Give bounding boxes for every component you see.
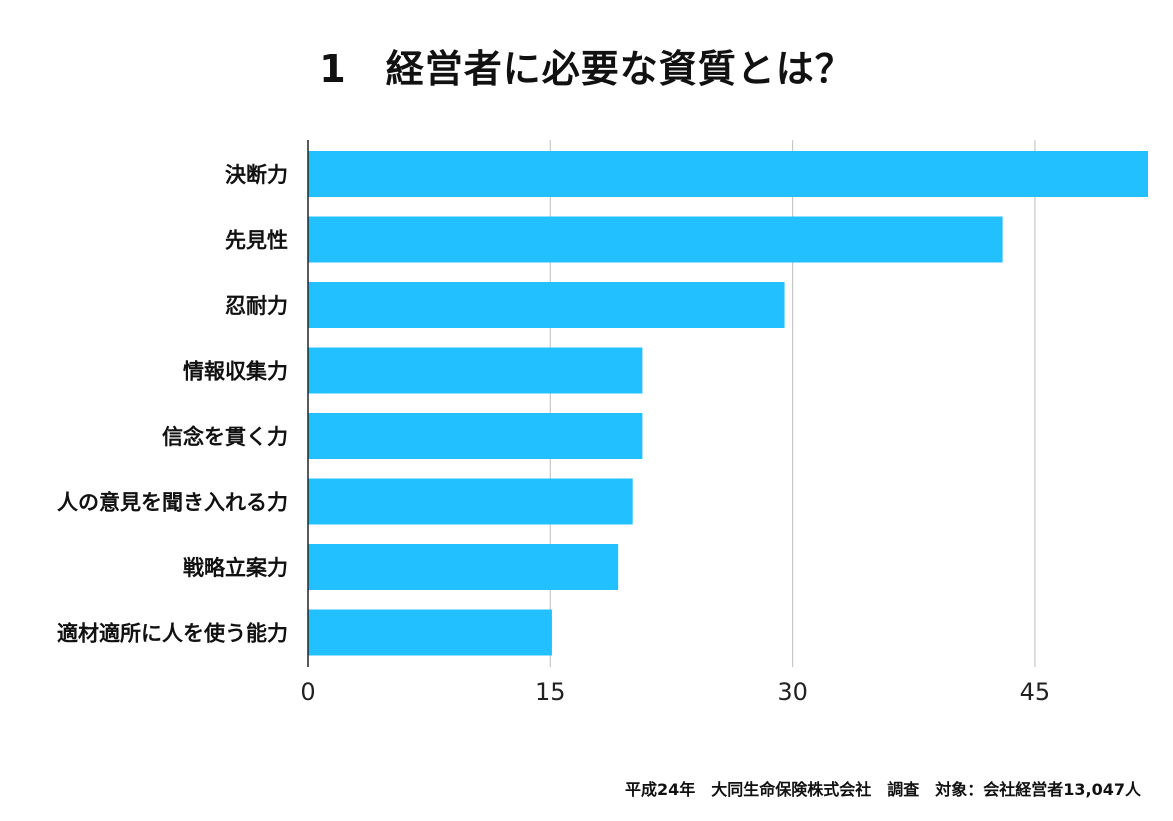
x-tick-label-0: 0 xyxy=(300,678,315,706)
category-label-6: 人の意見を聞き入れる力 xyxy=(57,491,288,515)
bar-1 xyxy=(308,151,1148,197)
bar-4 xyxy=(308,347,643,394)
category-label-2: 先見性 xyxy=(225,229,288,253)
x-tick-label-15: 15 xyxy=(535,678,566,706)
bar-3 xyxy=(308,282,785,328)
bar-6 xyxy=(308,478,633,525)
bar-8 xyxy=(308,609,552,656)
bar-5 xyxy=(308,413,643,459)
bar-7 xyxy=(308,544,619,590)
bar-2 xyxy=(308,216,1003,263)
category-label-8: 適材適所に人を使う能力 xyxy=(57,622,288,646)
category-label-1: 決断力 xyxy=(225,163,288,187)
category-label-3: 忍耐力 xyxy=(225,294,288,318)
chart-title: 1 経営者に必要な資質とは？ xyxy=(319,47,854,91)
category-label-7: 戦略立案力 xyxy=(183,556,288,580)
x-tick-label-30: 30 xyxy=(777,678,808,706)
category-label-5: 信念を貫く力 xyxy=(162,425,288,449)
x-tick-label-45: 45 xyxy=(1020,678,1051,706)
source-note: 平成24年 大同生命保険株式会社 調査 対象：会社経営者13,047人 xyxy=(624,780,1141,799)
category-label-4: 情報収集力 xyxy=(183,360,288,384)
